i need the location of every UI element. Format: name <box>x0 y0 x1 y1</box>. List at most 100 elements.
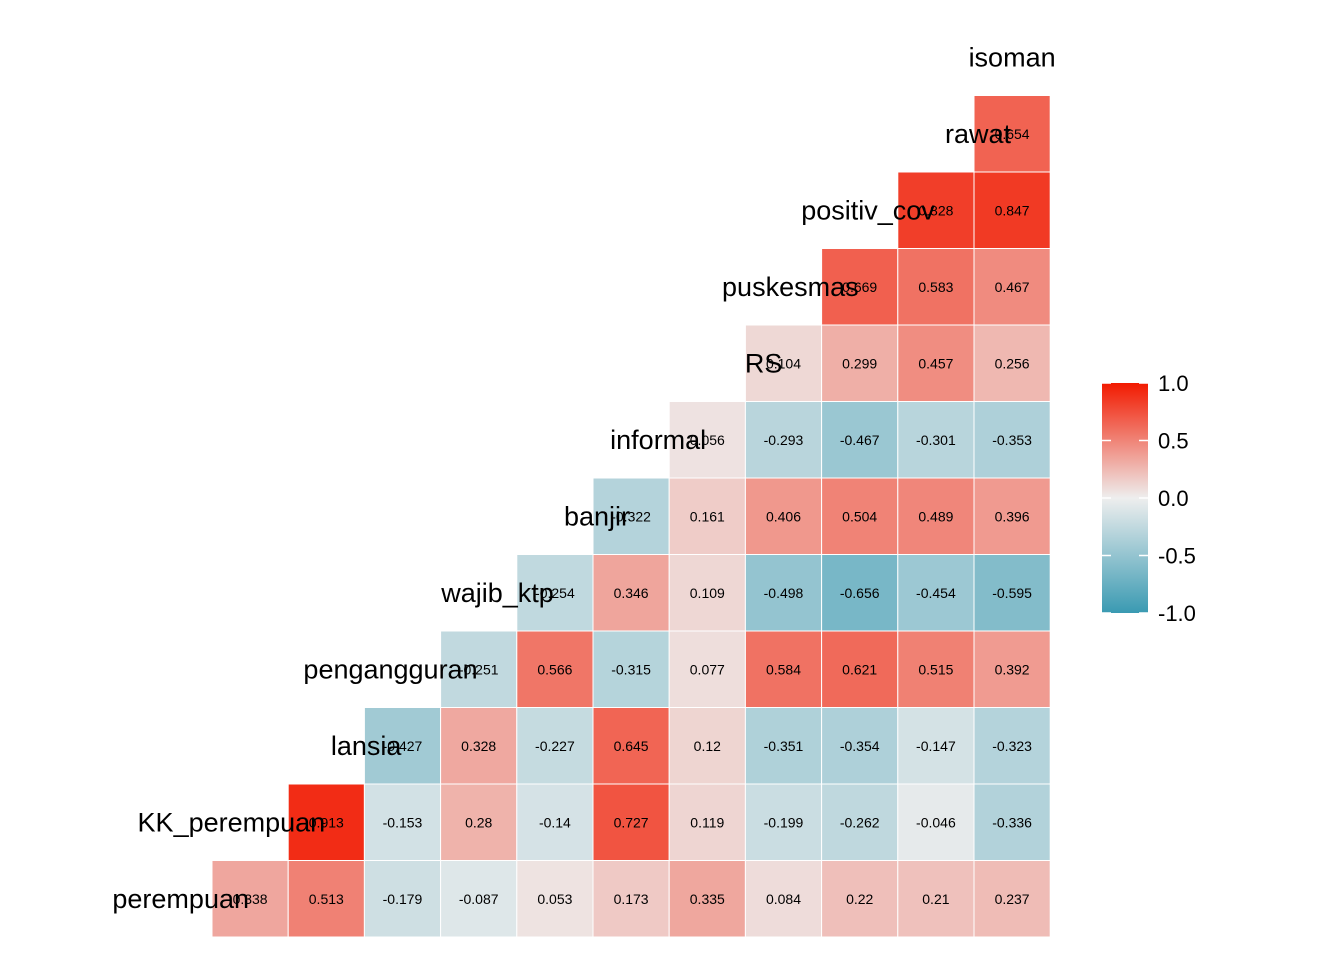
cell-value-label: 0.669 <box>842 279 877 295</box>
legend-tick-label: -1.0 <box>1158 601 1196 626</box>
cell-value-label: 0.515 <box>918 661 953 677</box>
variable-label: lansia <box>331 731 403 761</box>
cell-value-label: 0.566 <box>537 661 572 677</box>
heatmap-cell <box>744 707 823 785</box>
heatmap-cell <box>897 860 975 938</box>
cell-value-label: -0.262 <box>840 814 880 830</box>
cell-value-label: 0.299 <box>842 355 877 371</box>
heatmap-cell <box>211 860 289 938</box>
heatmap-cell <box>592 860 670 938</box>
heatmap-cell <box>592 707 670 785</box>
cell-value-label: 0.513 <box>309 891 344 907</box>
cell-value-label: -0.087 <box>459 891 499 907</box>
cell-value-label: -0.147 <box>916 738 956 754</box>
cell-value-label: -0.251 <box>459 661 499 677</box>
cell-value-label: 0.645 <box>614 738 649 754</box>
cell-value-label: 0.584 <box>766 661 801 677</box>
cell-value-label: -0.227 <box>535 738 575 754</box>
heatmap-cell <box>973 554 1051 632</box>
cell-value-label: -0.046 <box>916 814 956 830</box>
heatmap-cell <box>821 783 899 861</box>
cell-value-label: -0.498 <box>764 585 804 601</box>
cell-value-label: 0.104 <box>766 355 801 371</box>
cell-value-label: 0.847 <box>995 202 1030 218</box>
cell-value-label: 0.109 <box>690 585 725 601</box>
heatmap-cell <box>821 477 899 555</box>
cell-value-label: -0.315 <box>611 661 651 677</box>
heatmap-cell <box>592 783 670 861</box>
heatmap-cell <box>668 630 746 708</box>
cell-value-label: -0.427 <box>383 738 423 754</box>
heatmap-cell <box>821 248 899 326</box>
heatmap-cell <box>287 783 365 861</box>
legend-ticks: 1.0 0.5 0.0 -0.5 -1.0 <box>1102 371 1196 626</box>
heatmap-cell <box>973 95 1051 173</box>
variable-label: pengangguran <box>303 654 477 684</box>
variable-label: banjir <box>564 501 630 531</box>
cell-value-label: -0.353 <box>992 432 1032 448</box>
heatmap-cell <box>516 783 594 861</box>
cell-value-label: -0.354 <box>840 738 880 754</box>
heatmap-cell <box>440 783 518 861</box>
cell-value-label: 0.12 <box>694 738 721 754</box>
heatmap-cell <box>897 248 975 326</box>
variable-label: puskesmas <box>722 272 859 302</box>
heatmap-cell <box>592 630 670 708</box>
legend-tick-label: 1.0 <box>1158 371 1189 396</box>
cell-value-label: -0.322 <box>611 508 651 524</box>
cell-value-label: 0.396 <box>995 508 1030 524</box>
cell-value-label: 0.392 <box>995 661 1030 677</box>
heatmap-cell <box>897 477 975 555</box>
cell-value-label: 0.28 <box>465 814 492 830</box>
cell-value-label: 0.237 <box>995 891 1030 907</box>
heatmap-cell <box>668 401 746 479</box>
heatmap-cell <box>897 707 975 785</box>
legend-tick-label: -0.5 <box>1158 544 1196 569</box>
cell-value-label: 0.056 <box>690 432 725 448</box>
cell-value-label: -0.323 <box>992 738 1032 754</box>
heatmap-cell <box>440 630 518 708</box>
variable-label: informal <box>610 425 706 455</box>
heatmap-cell <box>516 860 594 938</box>
cell-value-label: -0.336 <box>992 814 1032 830</box>
cell-value-label: 0.21 <box>922 891 949 907</box>
heatmap-cell <box>668 477 746 555</box>
cell-value-label: -0.301 <box>916 432 956 448</box>
cell-value-label: 0.084 <box>766 891 801 907</box>
cell-value-label: -0.595 <box>992 585 1032 601</box>
cell-value-label: 0.077 <box>690 661 725 677</box>
cell-value-label: 0.621 <box>842 661 877 677</box>
heatmap-cell <box>821 324 899 402</box>
heatmap-cell <box>363 783 442 861</box>
heatmap-cell <box>287 860 365 938</box>
cell-value-label: 0.406 <box>766 508 801 524</box>
cell-value-label: -0.351 <box>764 738 804 754</box>
heatmap-cell <box>897 171 975 249</box>
cell-value-label: 0.338 <box>233 891 268 907</box>
cell-value-label: 0.053 <box>537 891 572 907</box>
variable-label: rawat <box>945 119 1012 149</box>
cell-value-label: 0.22 <box>846 891 873 907</box>
heatmap-cell <box>744 630 823 708</box>
heatmap-cell <box>744 477 823 555</box>
cell-value-label: 0.654 <box>995 126 1030 142</box>
cell-value-label: -0.14 <box>539 814 571 830</box>
heatmap-cell <box>973 171 1051 249</box>
heatmap-cell <box>821 554 899 632</box>
heatmap-cell <box>744 783 823 861</box>
heatmap-cell <box>744 860 823 938</box>
heatmap-cell <box>516 554 594 632</box>
cell-value-label: 0.727 <box>614 814 649 830</box>
variable-label: positiv_cov <box>801 195 935 225</box>
cell-value-label: 0.828 <box>918 202 953 218</box>
heatmap-cell <box>821 860 899 938</box>
color-legend: 1.0 0.5 0.0 -0.5 -1.0 <box>1102 371 1196 626</box>
variable-label: RS <box>745 348 783 378</box>
cell-value-label: -0.254 <box>535 585 575 601</box>
cell-value-label: 0.256 <box>995 355 1030 371</box>
cell-value-label: 0.457 <box>918 355 953 371</box>
cell-value-label: 0.583 <box>918 279 953 295</box>
heatmap-cell <box>668 783 746 861</box>
heatmap-cell <box>668 554 746 632</box>
